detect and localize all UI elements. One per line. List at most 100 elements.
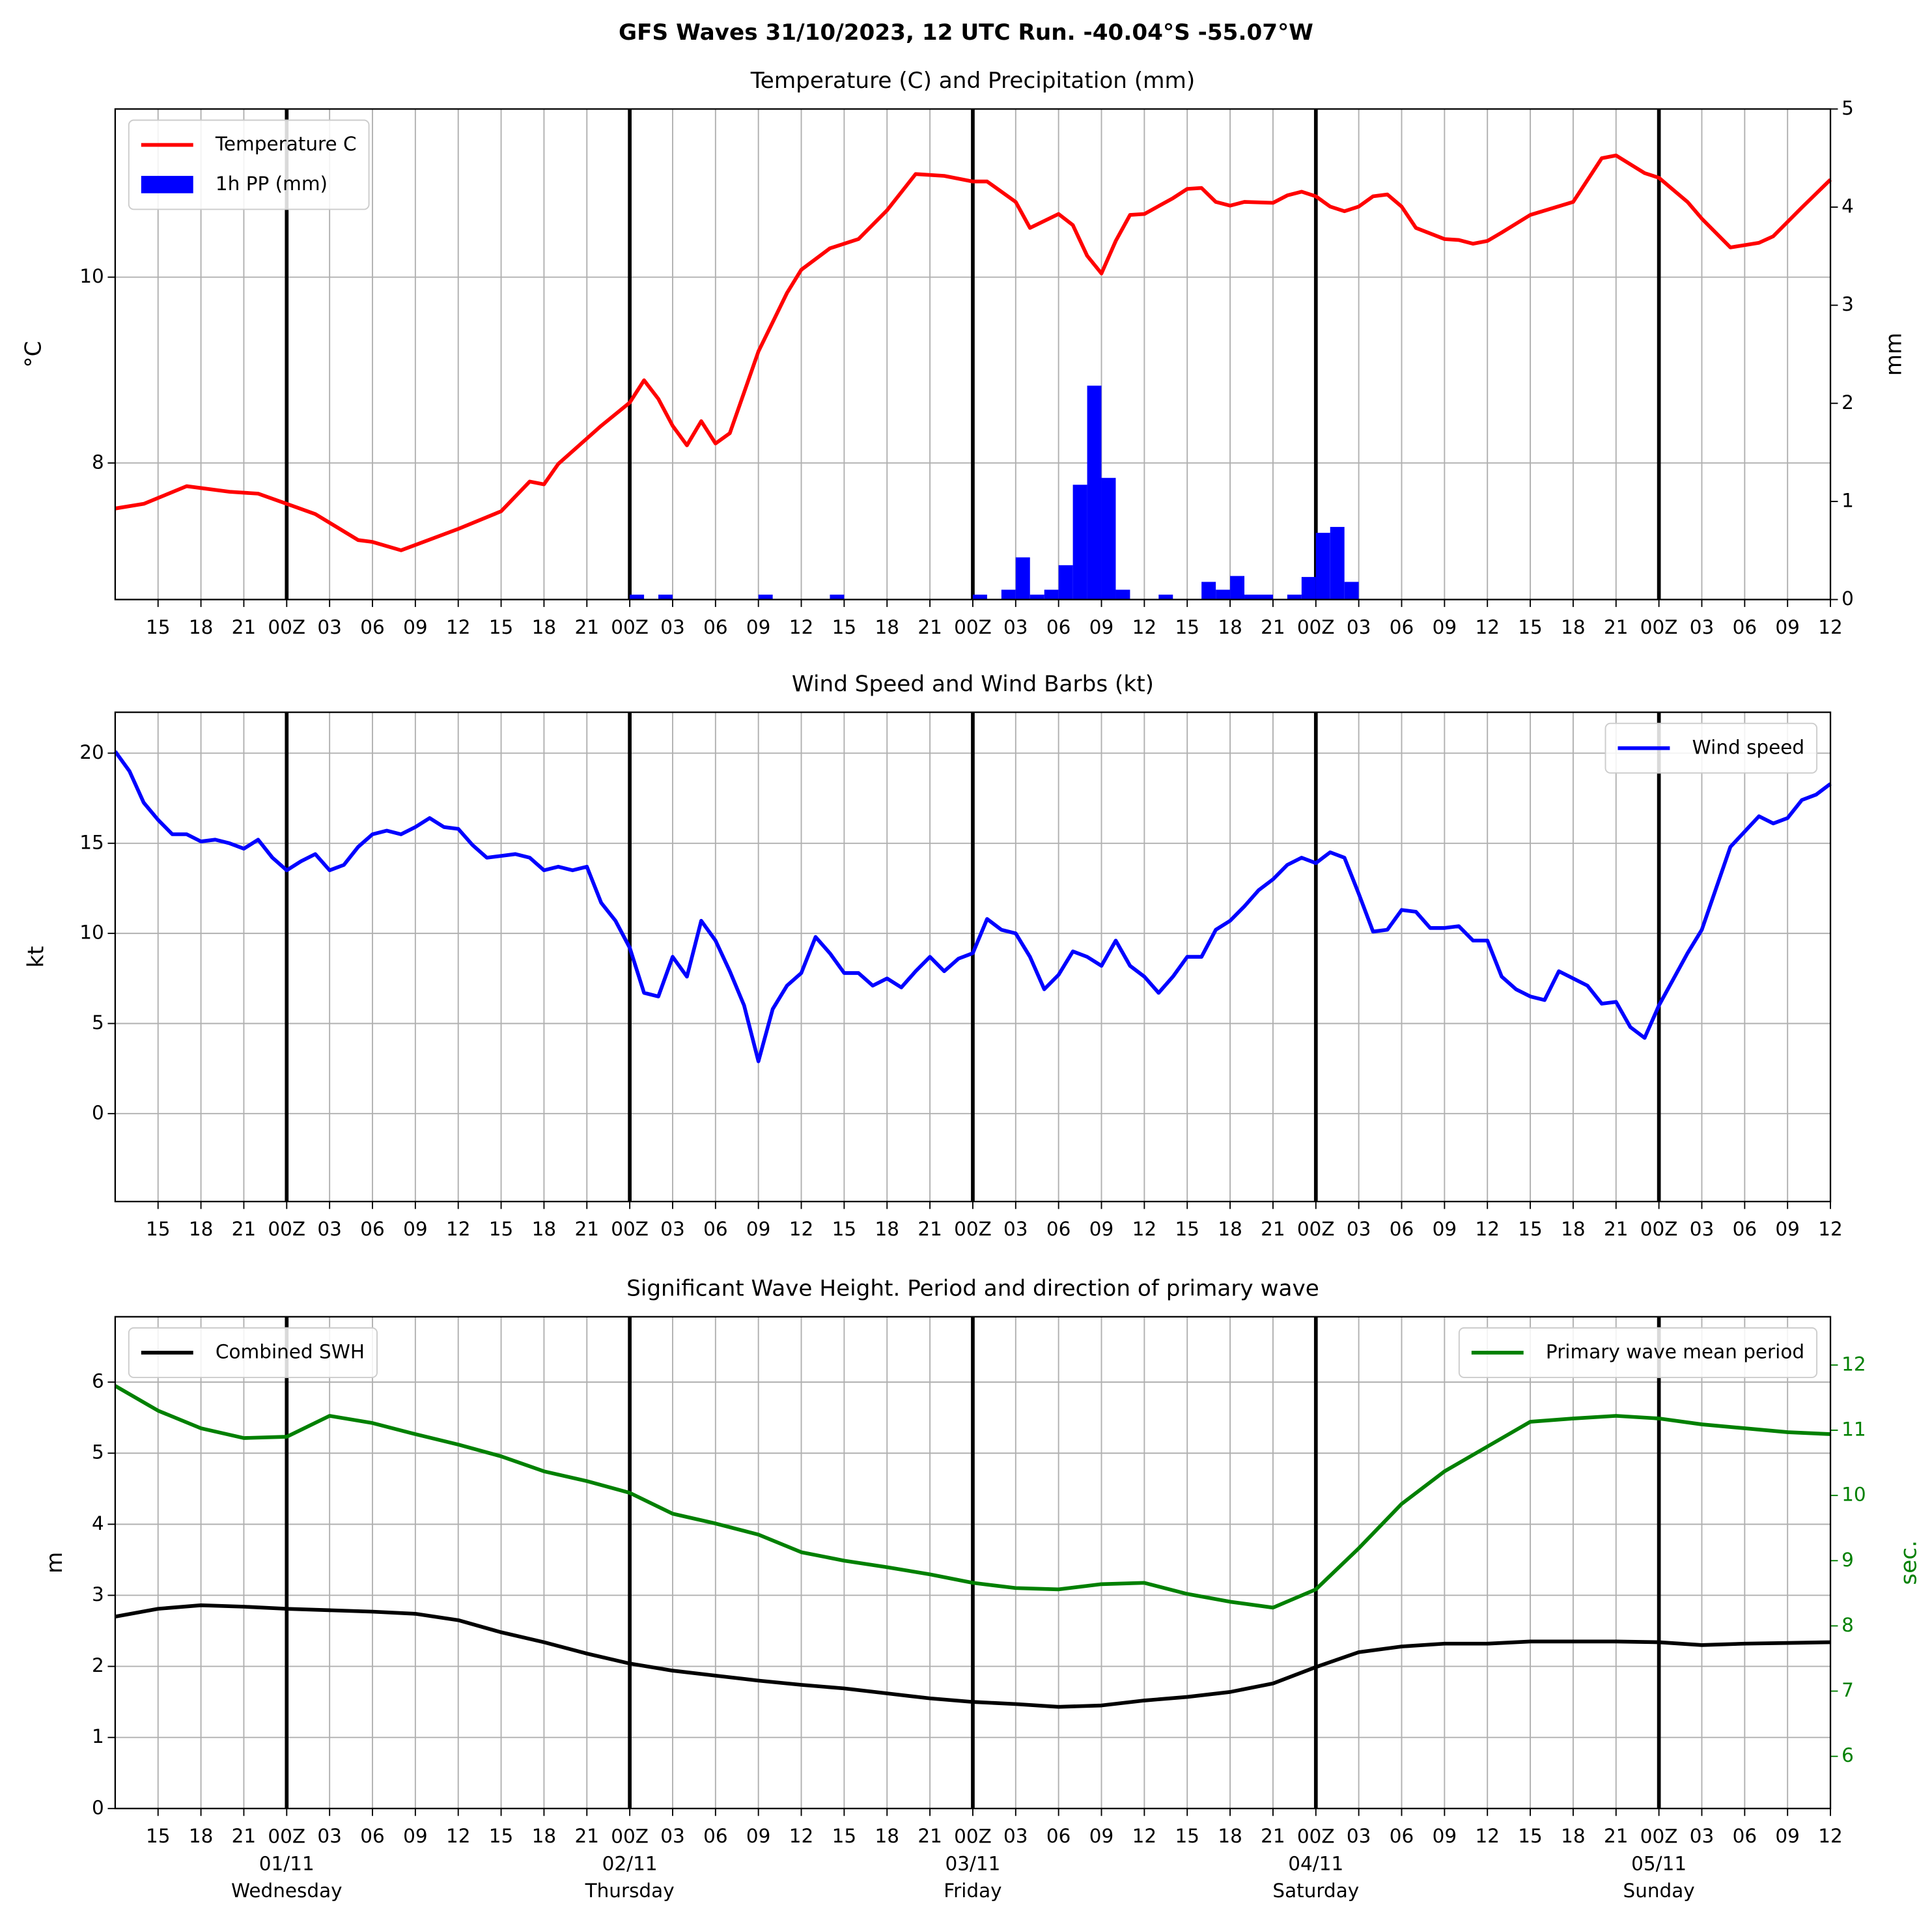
x-tick-label: 03 [1347,1218,1371,1240]
x-tick-label: 09 [403,616,428,638]
x-tick-label: 12 [446,616,471,638]
bar [1287,595,1302,600]
y2-tick-label: 8 [1841,1614,1854,1636]
x-tick-label: 21 [232,1218,257,1240]
x-tick-label: 18 [1218,1218,1242,1240]
y-axis-label: m [42,1552,68,1574]
x-tick-label: 06 [360,1825,385,1847]
series-line [115,1603,1831,1709]
x-tick-label: 12 [446,1218,471,1240]
x-tick-label: 09 [1433,616,1457,638]
x-tick-label: 21 [575,616,600,638]
bar [1058,565,1073,600]
y-axis-label: °C [21,341,47,367]
x-tick-label: 18 [1561,1825,1586,1847]
bar [630,595,645,600]
x-tick-label: 00Z 04/11 Saturday [1272,1825,1359,1902]
x-tick-label: 06 [1733,1218,1757,1240]
y2-tick-label: 4 [1841,195,1854,218]
y2-tick-label: 10 [1841,1484,1866,1506]
legend-label: 1h PP (mm) [216,173,328,195]
bar [1029,595,1044,600]
x-tick-label: 09 [1433,1218,1457,1240]
x-tick-label: 09 [403,1825,428,1847]
panel-title: Temperature (C) and Precipitation (mm) [750,68,1195,94]
x-tick-label: 03 [1690,1825,1715,1847]
bar [1258,595,1273,600]
bar [1244,595,1259,600]
x-tick-label: 09 [746,616,771,638]
x-tick-label: 00Z [611,616,649,638]
panel-title: Wind Speed and Wind Barbs (kt) [792,671,1154,697]
x-tick-label: 03 [317,616,341,638]
y-tick-label: 10 [79,265,104,287]
bar [1216,589,1231,600]
bar [1330,527,1345,600]
x-tick-label: 09 [1089,1218,1113,1240]
bar [1344,582,1359,600]
series-line [115,153,1832,552]
bar [1101,477,1116,600]
bar [1115,589,1130,600]
y-tick-label: 15 [79,831,104,853]
bar [1044,589,1059,600]
x-tick-label: 03 [317,1218,341,1240]
y2-tick-label: 1 [1841,489,1854,511]
legend-box [1458,1327,1818,1378]
x-tick-label: 09 [403,1218,428,1240]
x-tick-label: 15 [146,1825,171,1847]
y-tick-label: 0 [92,1101,104,1123]
x-tick-label: 21 [917,1825,942,1847]
x-tick-label: 06 [1046,1218,1071,1240]
series-line [113,750,1832,1064]
legend-label: Combined SWH [216,1340,365,1362]
y-tick-label: 20 [79,741,104,763]
series-line [114,1384,1831,1610]
x-tick-label: 06 [360,1218,385,1240]
bar [1001,589,1016,600]
bar [758,595,773,600]
x-tick-label: 12 [1132,1218,1157,1240]
y2-tick-label: 2 [1841,391,1854,414]
x-tick-label: 06 [703,1825,727,1847]
bar [1087,386,1102,600]
x-tick-label: 03 [1003,616,1028,638]
x-tick-label: 03 [660,616,685,638]
bar [1230,576,1245,600]
y2-tick-label: 5 [1841,97,1854,119]
x-tick-label: 15 [146,616,171,638]
x-tick-label: 12 [1818,1218,1843,1240]
x-tick-label: 15 [832,1218,856,1240]
y2-tick-label: 12 [1841,1353,1866,1375]
x-tick-label: 03 [660,1825,685,1847]
legend-box [1604,722,1818,774]
x-tick-label: 03 [1003,1825,1028,1847]
x-tick-label: 15 [832,616,856,638]
x-tick-label: 00Z [954,1218,992,1240]
x-tick-label: 21 [575,1218,600,1240]
x-tick-label: 00Z [1640,1218,1678,1240]
y-tick-label: 3 [92,1583,104,1605]
x-tick-label: 09 [746,1218,771,1240]
y-tick-label: 5 [92,1441,104,1463]
x-tick-label: 15 [1175,616,1199,638]
x-tick-label: 12 [1818,616,1843,638]
y2-tick-label: 11 [1841,1418,1866,1440]
legend-swatch [141,176,193,193]
bar [1015,557,1030,600]
y-tick-label: 10 [79,922,104,944]
x-tick-label: 15 [489,1218,514,1240]
x-tick-label: 09 [1775,616,1800,638]
x-tick-label: 18 [1561,616,1586,638]
x-tick-label: 18 [1218,1825,1242,1847]
x-tick-label: 21 [1604,616,1629,638]
x-tick-label: 06 [703,1218,727,1240]
x-tick-label: 18 [875,616,900,638]
x-tick-label: 06 [360,616,385,638]
x-tick-label: 21 [917,1218,942,1240]
y-axis-label: kt [23,946,49,968]
x-tick-label: 18 [189,616,214,638]
x-tick-label: 00Z [954,616,992,638]
x-tick-label: 03 [1003,1218,1028,1240]
